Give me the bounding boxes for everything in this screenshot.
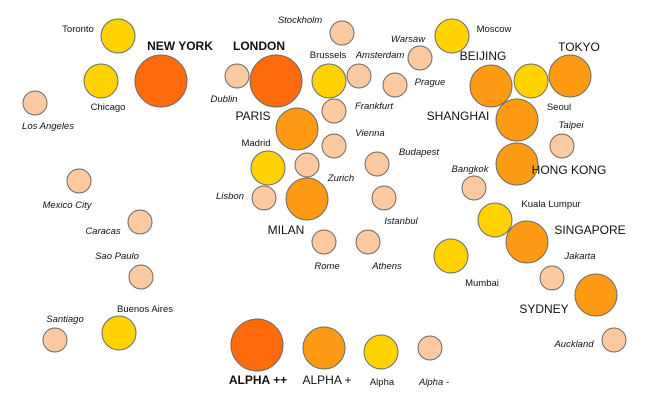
city-label-prague: Prague: [415, 77, 446, 88]
city-label-moscow: Moscow: [477, 24, 512, 35]
city-label-singapore: SINGAPORE: [554, 223, 625, 237]
city-label-chicago: Chicago: [91, 102, 126, 113]
city-circle-chicago: [83, 63, 119, 99]
city-circle-hong-kong: [495, 142, 539, 186]
city-label-sydney: SYDNEY: [519, 302, 568, 316]
legend-swatch-alpha-p: [302, 326, 346, 370]
city-circle-athens: [355, 229, 381, 255]
city-circle-moscow: [434, 18, 470, 54]
city-label-auckland: Auckland: [553, 339, 594, 350]
city-label-milan: MILAN: [268, 223, 305, 237]
city-label-paris: PARIS: [235, 109, 270, 123]
city-circle-lisbon: [251, 185, 277, 211]
city-label-frankfurt: Frankfurt: [355, 101, 393, 112]
city-label-tokyo: TOKYO: [558, 40, 600, 54]
legend: ALPHA ++ ALPHA + Alpha Alpha -: [229, 318, 449, 388]
city-circle-budapest: [364, 151, 390, 177]
city-label-stockholm: Stockholm: [278, 15, 322, 26]
city-label-london: LONDON: [233, 39, 285, 53]
city-label-budapest: Budapest: [399, 147, 440, 158]
city-circle-frankfurt: [321, 98, 347, 124]
city-circle-new-york: [134, 54, 188, 108]
city-circle-mumbai: [433, 238, 469, 274]
city-label-bangkok: Bangkok: [452, 164, 490, 175]
city-circle-zurich: [294, 152, 320, 178]
city-label-mumbai: Mumbai: [465, 278, 499, 289]
city-label-beijing: BEIJING: [460, 49, 507, 63]
city-circle-dublin: [224, 63, 250, 89]
city-label-athens: Athens: [371, 261, 402, 272]
city-label-warsaw: Warsaw: [391, 34, 426, 45]
city-label-santiago: Santiago: [46, 314, 84, 325]
legend-label-alpha-pp: ALPHA ++: [229, 373, 287, 387]
city-label-dublin: Dublin: [211, 94, 238, 105]
city-circle-warsaw: [407, 45, 433, 71]
city-label-seoul: Seoul: [547, 102, 571, 113]
city-circle-istanbul: [371, 185, 397, 211]
legend-label-alpha-m: Alpha -: [418, 377, 449, 388]
city-circle-singapore: [505, 220, 549, 264]
city-circle-tokyo: [548, 54, 592, 98]
city-label-shanghai: SHANGHAI: [427, 109, 490, 123]
legend-label-alpha: Alpha: [370, 377, 395, 388]
city-label-istanbul: Istanbul: [384, 216, 418, 227]
legend-swatch-alpha: [363, 334, 399, 370]
city-label-amsterdam: Amsterdam: [355, 50, 405, 61]
city-circle-sao-paulo: [128, 264, 154, 290]
city-circle-auckland: [601, 327, 627, 353]
city-circle-london: [249, 54, 303, 108]
city-circle-los-angeles: [22, 90, 48, 116]
city-circle-amsterdam: [346, 63, 372, 89]
city-label-toronto: Toronto: [62, 24, 94, 35]
city-circle-madrid: [250, 150, 286, 186]
city-label-lisbon: Lisbon: [216, 191, 244, 202]
city-nodes: Toronto NEW YORK Chicago Los Angeles Mexico …: [22, 15, 627, 353]
city-circle-jakarta: [539, 265, 565, 291]
city-circle-mexico-city: [66, 168, 92, 194]
city-circle-seoul: [513, 63, 549, 99]
city-circle-santiago: [42, 327, 68, 353]
city-label-zurich: Zurich: [327, 173, 354, 184]
city-circle-vienna: [321, 133, 347, 159]
legend-swatch-alpha-pp: [230, 318, 284, 372]
legend-label-alpha-p: ALPHA +: [302, 373, 351, 387]
city-circle-milan: [285, 177, 329, 221]
city-circle-stockholm: [329, 20, 355, 46]
city-circle-buenos-aires: [101, 315, 137, 351]
city-label-taipei: Taipei: [558, 120, 584, 131]
city-circle-paris: [275, 107, 319, 151]
city-label-brussels: Brussels: [310, 50, 347, 61]
city-circle-sydney: [574, 273, 618, 317]
city-label-sao-paulo: Sao Paulo: [95, 251, 139, 262]
city-label-hong-kong: HONG KONG: [532, 163, 607, 177]
city-circle-brussels: [311, 63, 347, 99]
city-circle-caracas: [127, 209, 153, 235]
city-circle-rome: [311, 229, 337, 255]
city-circle-beijing: [469, 64, 513, 108]
city-label-rome: Rome: [314, 261, 339, 272]
city-label-mexico-city: Mexico City: [42, 200, 92, 211]
city-circle-prague: [382, 72, 408, 98]
city-label-vienna: Vienna: [355, 128, 384, 139]
city-label-buenos-aires: Buenos Aires: [117, 304, 173, 315]
city-label-jakarta: Jakarta: [563, 251, 595, 262]
city-label-new-york: NEW YORK: [147, 39, 213, 53]
legend-swatch-alpha-m: [417, 335, 443, 361]
city-label-los-angeles: Los Angeles: [22, 121, 74, 132]
city-circle-shanghai: [495, 98, 539, 142]
city-label-caracas: Caracas: [85, 226, 121, 237]
city-label-madrid: Madrid: [241, 138, 270, 149]
city-label-kuala-lumpur: Kuala Lumpur: [521, 199, 580, 210]
city-circle-taipei: [549, 133, 575, 159]
city-circle-toronto: [100, 18, 136, 54]
city-circle-bangkok: [461, 175, 487, 201]
city-circle-kuala-lumpur: [477, 202, 513, 238]
